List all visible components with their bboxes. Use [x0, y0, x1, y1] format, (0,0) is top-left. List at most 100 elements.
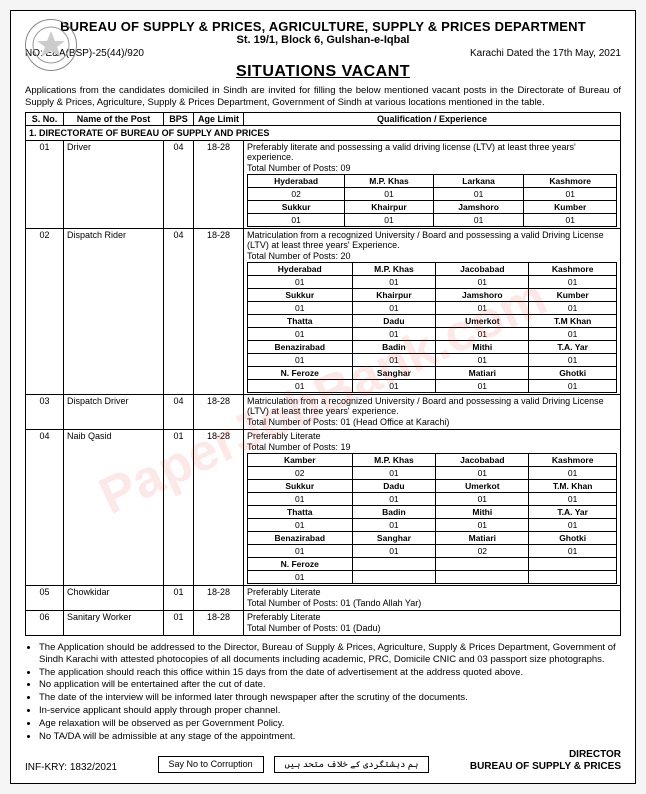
loc-name [529, 557, 617, 570]
department-name: BUREAU OF SUPPLY & PRICES, AGRICULTURE, … [25, 19, 621, 34]
loc-name: Sukkur [248, 200, 345, 213]
loc-name: T.M. Khan [529, 479, 617, 492]
loc-name: Jacobabad [436, 453, 529, 466]
cell-qual: Preferably LiterateTotal Number of Posts… [244, 429, 621, 585]
loc-count: 01 [436, 466, 529, 479]
loc-count: 01 [345, 187, 434, 200]
note-item: The date of the interview will be inform… [39, 692, 621, 704]
qual-text: Preferably Literate [247, 612, 617, 622]
cell-qual: Matriculation from a recognized Universi… [244, 228, 621, 394]
cell-age: 18-28 [194, 140, 244, 228]
total-posts: Total Number of Posts: 01 (Dadu) [247, 623, 617, 633]
address: St. 19/1, Block 6, Gulshan-e-Iqbal [25, 34, 621, 46]
cell-age: 18-28 [194, 610, 244, 635]
total-posts: Total Number of Posts: 19 [247, 442, 617, 452]
cell-age: 18-28 [194, 585, 244, 610]
table-row: 04Naib Qasid0118-28Preferably LiterateTo… [26, 429, 621, 585]
cell-age: 18-28 [194, 429, 244, 585]
cell-bps: 04 [164, 394, 194, 429]
inf-number: INF-KRY: 1832/2021 [25, 762, 117, 773]
loc-name: Umerkot [436, 314, 529, 327]
loc-count: 01 [524, 187, 617, 200]
loc-count: 01 [529, 466, 617, 479]
loc-name: Sukkur [248, 479, 353, 492]
col-sno: S. No. [26, 112, 64, 125]
govt-logo [25, 19, 77, 71]
loc-count: 01 [352, 518, 436, 531]
loc-count: 01 [248, 379, 353, 392]
loc-count: 01 [529, 518, 617, 531]
cell-postname: Sanitary Worker [64, 610, 164, 635]
location-table: HyderabadM.P. KhasJacobabadKashmore01010… [247, 262, 617, 393]
loc-count: 01 [352, 353, 436, 366]
loc-count: 01 [436, 518, 529, 531]
table-row: 02Dispatch Rider0418-28Matriculation fro… [26, 228, 621, 394]
loc-count: 01 [352, 544, 436, 557]
loc-name: Mithi [436, 340, 529, 353]
director-dept: BUREAU OF SUPPLY & PRICES [470, 761, 621, 773]
vacancy-table: S. No. Name of the Post BPS Age Limit Qu… [25, 112, 621, 636]
loc-count [436, 570, 529, 583]
cell-qual: Preferably literate and possessing a val… [244, 140, 621, 228]
cell-postname: Dispatch Rider [64, 228, 164, 394]
header: BUREAU OF SUPPLY & PRICES, AGRICULTURE, … [25, 19, 621, 59]
loc-name: Matiari [436, 366, 529, 379]
loc-count: 02 [436, 544, 529, 557]
footer: INF-KRY: 1832/2021 Say No to Corruption … [25, 749, 621, 773]
note-item: The application should reach this office… [39, 667, 621, 679]
director-title: DIRECTOR [470, 749, 621, 761]
cell-sno: 05 [26, 585, 64, 610]
loc-count: 01 [345, 213, 434, 226]
cell-bps: 01 [164, 429, 194, 585]
cell-postname: Naib Qasid [64, 429, 164, 585]
cell-postname: Driver [64, 140, 164, 228]
loc-name: Sanghar [352, 531, 436, 544]
loc-count: 02 [248, 466, 353, 479]
loc-name [436, 557, 529, 570]
loc-count: 01 [529, 275, 617, 288]
loc-name: Thatta [248, 505, 353, 518]
loc-name: Hyderabad [248, 174, 345, 187]
loc-count: 01 [436, 492, 529, 505]
notice-date: Karachi Dated the 17th May, 2021 [470, 48, 621, 59]
loc-count [529, 570, 617, 583]
loc-count: 01 [529, 353, 617, 366]
loc-name [352, 557, 436, 570]
loc-name: Ghotki [529, 366, 617, 379]
loc-count: 01 [529, 492, 617, 505]
loc-name: Umerkot [436, 479, 529, 492]
loc-name: Kumber [524, 200, 617, 213]
box-urdu: ہم دہشتگردی کے خلاف متحد ہیں [274, 756, 430, 773]
loc-name: T.M Khan [529, 314, 617, 327]
loc-count: 01 [248, 275, 353, 288]
total-posts: Total Number of Posts: 09 [247, 163, 617, 173]
loc-count: 01 [436, 301, 529, 314]
loc-count: 01 [529, 379, 617, 392]
loc-count: 01 [352, 492, 436, 505]
table-row: 01Driver0418-28Preferably literate and p… [26, 140, 621, 228]
loc-count: 01 [248, 327, 353, 340]
section-heading: 1. DIRECTORATE OF BUREAU OF SUPPLY AND P… [26, 125, 621, 140]
cell-bps: 01 [164, 585, 194, 610]
cell-sno: 02 [26, 228, 64, 394]
loc-name: Hyderabad [248, 262, 353, 275]
loc-name: Benazirabad [248, 531, 353, 544]
location-table: HyderabadM.P. KhasLarkanaKashmore0201010… [247, 174, 617, 227]
loc-count: 01 [352, 275, 436, 288]
loc-name: N. Feroze [248, 557, 353, 570]
note-item: No TA/DA will be admissible at any stage… [39, 731, 621, 743]
loc-count: 02 [248, 187, 345, 200]
notes-list: The Application should be addressed to t… [39, 642, 621, 743]
loc-count: 01 [529, 327, 617, 340]
note-item: Age relaxation will be observed as per G… [39, 718, 621, 730]
loc-count: 01 [352, 301, 436, 314]
loc-name: Thatta [248, 314, 353, 327]
loc-name: Benazirabad [248, 340, 353, 353]
loc-count: 01 [248, 353, 353, 366]
loc-count: 01 [433, 213, 524, 226]
loc-name: Khairpur [352, 288, 436, 301]
loc-count [352, 570, 436, 583]
loc-name: Dadu [352, 479, 436, 492]
loc-count: 01 [436, 327, 529, 340]
loc-name: Jacobabad [436, 262, 529, 275]
